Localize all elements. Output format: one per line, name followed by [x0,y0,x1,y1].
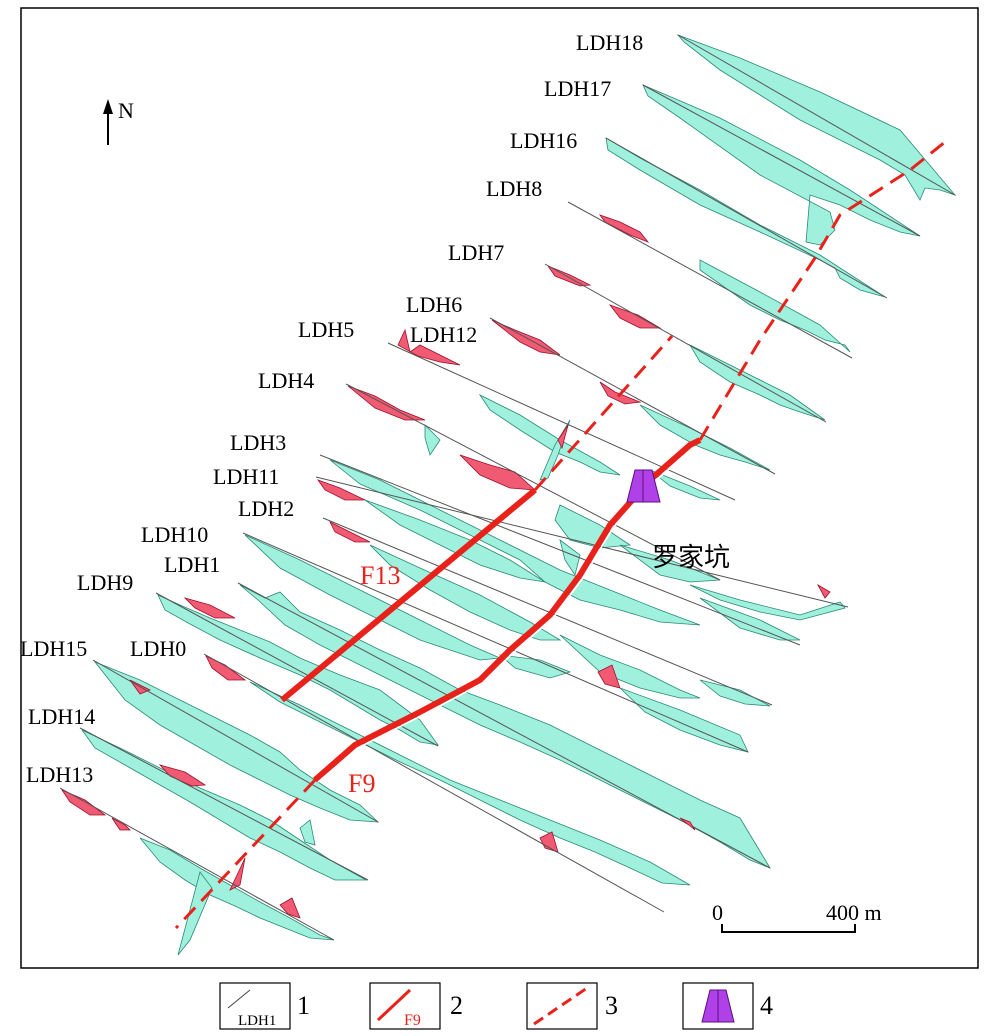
profile-ldh15 [92,659,380,823]
profile-ldh14 [79,727,369,881]
label-ldh2: LDH2 [238,496,294,521]
label-ldh14: LDH14 [28,704,95,729]
map-frame [20,7,979,969]
label-place: 罗家坑 [652,543,730,573]
label-ldh15: LDH15 [20,636,87,661]
label-fault-f13: F13 [360,561,400,590]
label-ldh4: LDH4 [258,368,314,393]
profile-ldh0 [203,653,696,913]
label-ldh1: LDH1 [164,552,220,577]
label-ldh13: LDH13 [26,762,93,787]
label-ldh17: LDH17 [544,76,611,101]
label-ldh7: LDH7 [448,240,504,265]
legend-item-2: F9 2 [369,982,463,1030]
legend: LDH1 1 F9 2 3 4 [219,982,773,1030]
legend-num-3: 3 [605,991,618,1020]
scale-bar [721,924,856,933]
label-ldh9: LDH9 [77,570,133,595]
label-ldh8: LDH8 [486,176,542,201]
label-ldh11: LDH11 [213,464,279,489]
profile-ldh9 [155,592,439,747]
scale-max: 400 m [826,900,882,925]
legend-item-3: 3 [526,982,618,1030]
label-ldh10: LDH10 [141,522,208,547]
label-fault-f9: F9 [348,769,375,798]
label-ldh6: LDH6 [406,292,462,317]
label-ldh3: LDH3 [230,430,286,455]
profile-ldh17 [642,84,921,246]
label-ldh16: LDH16 [510,128,577,153]
legend-item-1: LDH1 1 [219,982,310,1030]
profile-ldh18 [676,34,957,201]
profile-ldh5 [387,328,736,501]
profile-ldh6 [489,317,776,475]
profile-ldh10 [242,532,749,753]
legend-num-4: 4 [760,991,773,1020]
north-label: N [118,98,134,123]
label-ldh12: LDH12 [410,322,477,347]
site-icon [626,469,661,503]
scale-zero: 0 [712,900,723,925]
profiles-layer [59,34,957,956]
legend-num-1: 1 [297,991,310,1020]
profile-ldh13 [59,787,335,956]
legend-sample-1: LDH1 [238,1013,276,1029]
profile-ldh16 [605,137,888,299]
legend-sample-2: F9 [404,1012,421,1029]
label-ldh18: LDH18 [576,30,643,55]
profile-ldh3 [319,454,801,646]
profile-ldh2 [322,517,773,707]
label-ldh5: LDH5 [298,317,354,342]
fault-f13 [280,335,674,703]
legend-site-icon [701,989,735,1023]
fault-f9 [174,140,946,930]
profile-ldh11 [315,476,849,621]
label-ldh0: LDH0 [130,636,186,661]
profile-ldh1 [237,582,771,869]
north-arrow-icon [103,99,113,145]
profile-ldh7 [544,263,827,423]
legend-num-2: 2 [450,991,463,1020]
profile-ldh8 [567,201,853,359]
legend-item-4: 4 [682,982,773,1030]
